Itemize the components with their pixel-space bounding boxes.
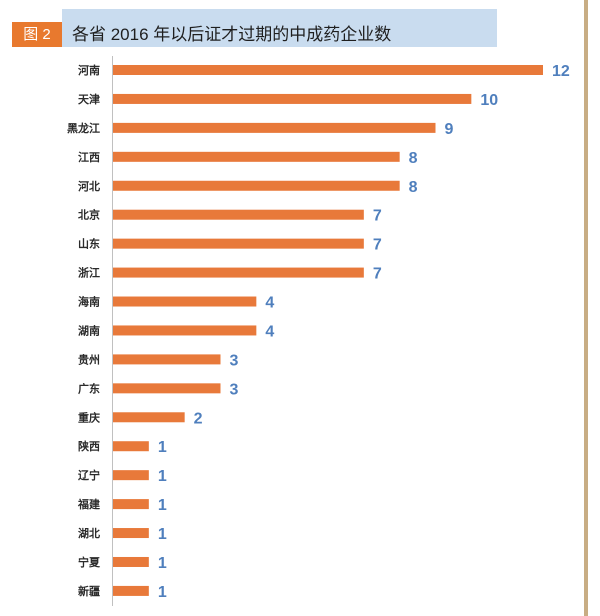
bar	[113, 441, 149, 452]
bar-value-label: 9	[445, 121, 454, 138]
bar-value-label: 7	[373, 237, 382, 254]
category-label: 福建	[77, 497, 101, 511]
bar-value-label: 7	[373, 208, 382, 225]
bar	[113, 122, 436, 133]
category-label: 浙江	[78, 266, 100, 280]
bar	[113, 65, 543, 75]
category-label: 贵州	[78, 352, 100, 366]
category-label: 海南	[78, 295, 100, 309]
bar-value-label: 1	[158, 526, 167, 543]
bar-value-label: 1	[158, 584, 167, 601]
category-label: 山东	[78, 237, 100, 251]
bar-value-label: 7	[373, 266, 382, 283]
category-label: 北京	[78, 208, 100, 222]
bar	[113, 528, 149, 539]
bar	[113, 354, 221, 365]
bar-value-label: 1	[158, 555, 167, 572]
chart-title: 各省 2016 年以后证才过期的中成药企业数	[72, 25, 392, 44]
bar-value-label: 8	[409, 179, 418, 196]
figure-label: 图 2	[12, 22, 62, 47]
bar	[113, 585, 149, 596]
category-label: 河北	[78, 179, 100, 193]
bar	[113, 470, 149, 481]
category-label: 宁夏	[78, 555, 101, 569]
category-label: 重庆	[78, 410, 100, 424]
bar	[113, 151, 400, 162]
category-label: 江西	[78, 150, 100, 164]
bar	[113, 499, 149, 510]
title-banner	[62, 9, 497, 47]
category-label: 新疆	[78, 584, 100, 598]
bar-value-label: 2	[194, 410, 203, 427]
category-label: 河南	[78, 63, 100, 77]
category-label: 辽宁	[78, 468, 100, 482]
bar-value-label: 12	[552, 63, 570, 80]
category-label: 陕西	[78, 439, 100, 453]
bar-value-label: 3	[230, 381, 239, 398]
right-border-rule	[584, 0, 588, 616]
category-label: 黑龙江	[67, 121, 100, 135]
category-label: 广东	[78, 381, 100, 395]
bar-value-label: 10	[480, 92, 498, 109]
bar-value-label: 4	[265, 323, 274, 340]
bar	[113, 412, 185, 423]
bar	[113, 93, 472, 104]
bar-value-label: 3	[230, 352, 239, 369]
bar	[113, 267, 364, 278]
bar-value-label: 1	[158, 439, 167, 456]
category-label: 天津	[78, 92, 100, 106]
bar-value-label: 1	[158, 468, 167, 485]
bar-value-label: 8	[409, 150, 418, 167]
bar	[113, 556, 149, 567]
bar	[113, 180, 400, 191]
bar	[113, 325, 257, 336]
bar	[113, 383, 221, 394]
bar	[113, 209, 364, 220]
bar-value-label: 1	[158, 497, 167, 514]
bar	[113, 238, 364, 249]
category-label: 湖北	[78, 526, 100, 540]
category-label: 湖南	[78, 323, 100, 337]
bar	[113, 296, 257, 307]
bar-value-label: 4	[265, 295, 274, 312]
